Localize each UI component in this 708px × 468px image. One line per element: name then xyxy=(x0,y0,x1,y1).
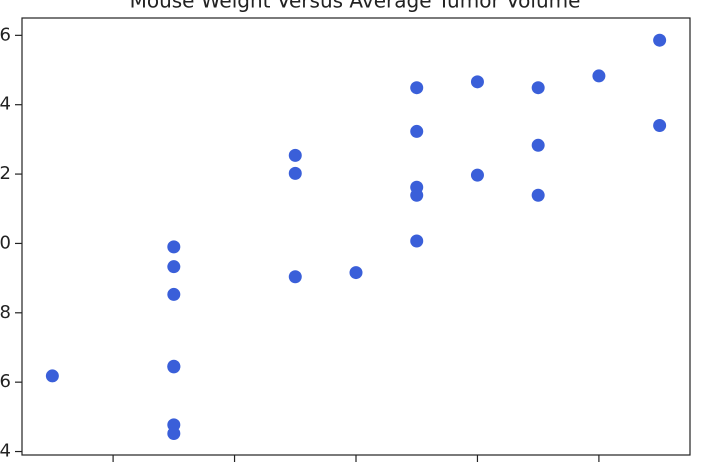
point xyxy=(653,119,667,133)
point xyxy=(410,124,424,138)
point xyxy=(592,69,606,83)
y-tick-label: 34 xyxy=(0,441,11,462)
point xyxy=(288,148,302,162)
point xyxy=(167,360,181,374)
point xyxy=(288,270,302,284)
y-tick-label: 40 xyxy=(0,232,11,253)
y-tick-label: 44 xyxy=(0,94,11,115)
chart-title: Mouse Weight Versus Average Tumor Volume xyxy=(130,0,581,13)
point xyxy=(167,260,181,274)
point xyxy=(167,287,181,301)
y-tick-label: 38 xyxy=(0,302,11,323)
point xyxy=(410,234,424,248)
point xyxy=(45,369,59,383)
point xyxy=(531,81,545,95)
point xyxy=(167,426,181,440)
y-tick-label: 46 xyxy=(0,24,11,45)
point xyxy=(470,168,484,182)
point xyxy=(349,266,363,280)
point xyxy=(167,240,181,254)
plot-frame xyxy=(21,17,691,456)
point xyxy=(653,33,667,47)
point xyxy=(410,188,424,202)
point xyxy=(288,166,302,180)
point xyxy=(531,188,545,202)
y-tick-label: 36 xyxy=(0,371,11,392)
y-tick-label: 42 xyxy=(0,163,11,184)
point xyxy=(410,81,424,95)
point xyxy=(531,138,545,152)
point xyxy=(470,75,484,89)
